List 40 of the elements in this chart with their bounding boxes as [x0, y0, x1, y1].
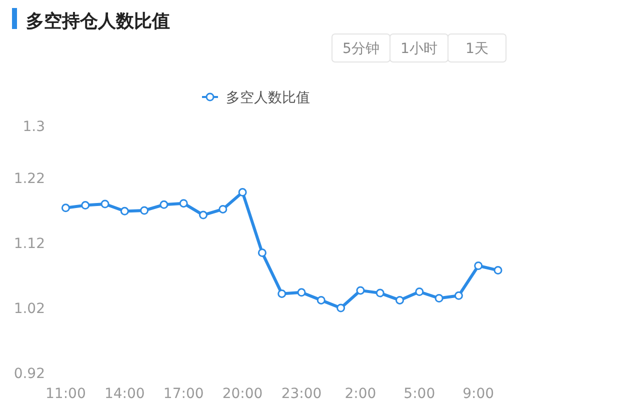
- x-tick-label: 17:00: [163, 386, 204, 402]
- point: [415, 288, 424, 296]
- point: [356, 286, 365, 295]
- x-tick-label: 2:00: [344, 386, 376, 402]
- y-tick-label: 1.02: [14, 301, 45, 317]
- x-tick-label: 20:00: [222, 386, 263, 402]
- point: [474, 262, 483, 270]
- point: [494, 266, 502, 275]
- point: [199, 210, 208, 220]
- point: [454, 291, 463, 300]
- y-tick-label: 0.92: [14, 366, 45, 382]
- point: [120, 206, 129, 216]
- x-tick-label: 14:00: [104, 386, 145, 402]
- point: [61, 204, 70, 212]
- point: [258, 248, 266, 257]
- point: [316, 296, 326, 304]
- point: [297, 288, 306, 297]
- legend-label: 多空人数比值: [226, 90, 310, 106]
- x-tick-label: 11:00: [46, 386, 86, 402]
- point: [336, 304, 346, 312]
- chart-title: 多空持仓人数比值: [26, 11, 170, 32]
- x-tick-label: 23:00: [281, 386, 322, 402]
- point: [160, 200, 168, 209]
- buttons: 5分钟 1小时 1天: [332, 34, 506, 62]
- point: [179, 199, 188, 208]
- x-tick-label: 5:00: [404, 386, 436, 402]
- point: [100, 200, 110, 208]
- point: [238, 188, 247, 197]
- y-tick-label: 1.3: [22, 119, 45, 135]
- point: [81, 201, 90, 210]
- legend: 多空人数比值: [202, 90, 310, 106]
- point: [278, 289, 286, 298]
- point: [218, 204, 228, 214]
- x-tick-label: 9:00: [462, 386, 494, 402]
- point: [396, 296, 404, 304]
- point: [140, 206, 149, 215]
- point: [434, 294, 444, 302]
- point: [376, 288, 384, 298]
- y-tick-label: 1.22: [14, 171, 45, 187]
- y-tick-label: 1.12: [14, 236, 45, 252]
